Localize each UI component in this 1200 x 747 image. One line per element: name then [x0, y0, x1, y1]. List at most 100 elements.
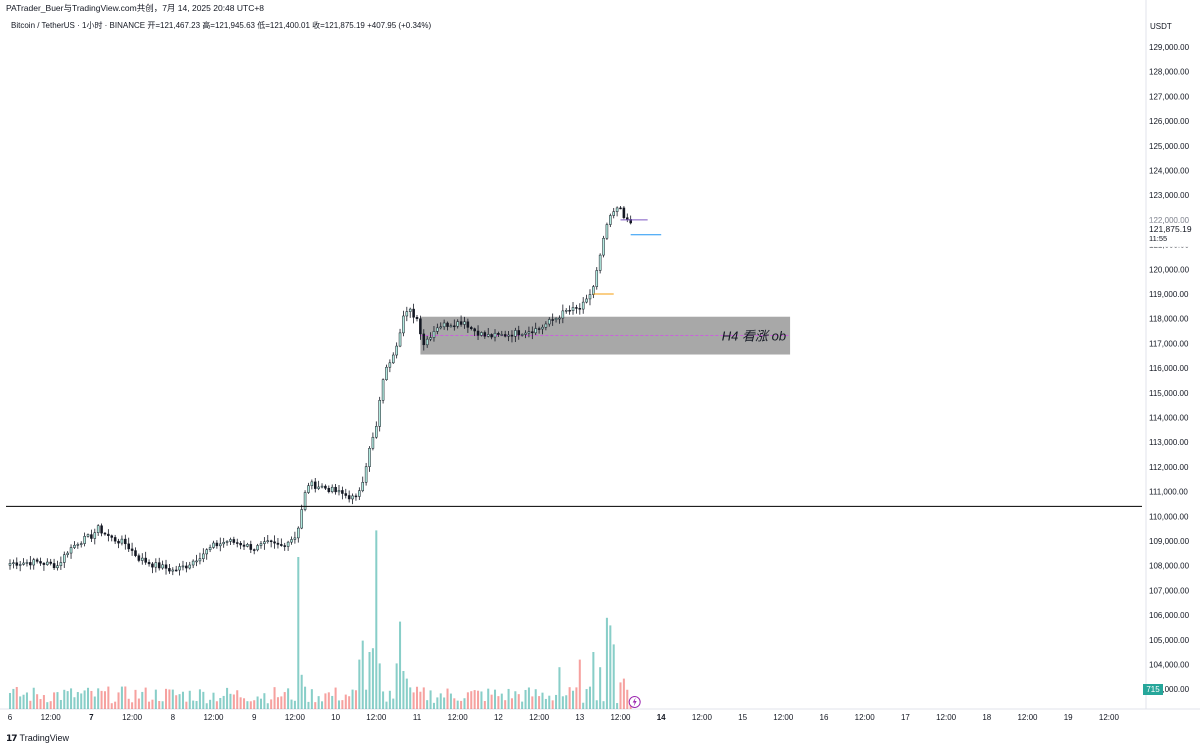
price-tick-label: 118,000.00 [1149, 315, 1189, 324]
candle-body [324, 485, 327, 489]
volume-bar [290, 699, 293, 709]
drawing-lines[interactable] [6, 219, 1142, 708]
volume-bar [514, 691, 517, 709]
candle-body [442, 322, 446, 328]
volume-bar [558, 667, 561, 709]
candle-body [337, 490, 341, 493]
time-tick-label: 8 [171, 713, 176, 722]
volume-bar [622, 678, 625, 709]
volume-bar [385, 701, 388, 709]
candle-body [415, 317, 419, 319]
volume-bar [538, 696, 541, 709]
volume-bar [378, 663, 381, 709]
volume-bar [175, 695, 178, 709]
candle-body [483, 332, 487, 337]
candle-body [208, 547, 212, 550]
volume-bar [259, 698, 263, 709]
volume-bar [29, 700, 32, 709]
volume-bar [304, 686, 307, 709]
candle-body [564, 309, 568, 312]
volume-bar [412, 692, 415, 709]
candle-body [12, 562, 15, 564]
candle-body [168, 568, 171, 572]
time-tick-label: 15 [738, 713, 747, 722]
volume-bar [368, 652, 371, 709]
volume-bar [453, 698, 456, 709]
volume-bar [449, 693, 452, 709]
candle-body [497, 332, 500, 335]
candle-body [605, 224, 609, 239]
volume-bar [388, 690, 391, 709]
candle-body [73, 544, 76, 548]
volume-bar [487, 688, 490, 709]
volume-bar [358, 659, 361, 709]
candle-body [507, 334, 510, 337]
candle-body [188, 564, 192, 569]
lightning-glyph [632, 697, 637, 707]
candle-body [588, 294, 592, 300]
volume-bar [402, 671, 405, 709]
candle-body [39, 561, 42, 564]
volume-bar [124, 686, 127, 709]
volume-bar [365, 689, 368, 709]
candle-body [90, 534, 93, 539]
volume-bar [324, 693, 327, 709]
candle-body [571, 307, 575, 311]
price-tick-label: 120,000.00 [1149, 265, 1190, 274]
candle-body [144, 557, 147, 563]
volume-bar [527, 687, 530, 709]
volume-bar [436, 697, 439, 709]
price-axis[interactable]: USDT 129,000.00 128,000.00 127,000.00 126,00… [1143, 22, 1197, 695]
candle-body [235, 542, 239, 544]
volume-bar [280, 696, 283, 709]
volume-bar [500, 693, 503, 709]
volume-bar [70, 688, 73, 709]
volume-bar [32, 687, 35, 709]
candle-body [134, 550, 137, 556]
candle-body [280, 544, 283, 546]
volume-bar [246, 701, 249, 709]
time-tick-label: 12:00 [855, 713, 876, 722]
volume-bar [263, 693, 266, 709]
price-tick-label: 126,000.00 [1149, 117, 1190, 126]
price-tick-label: 103,000.00 [1149, 685, 1190, 694]
candle-body [368, 448, 371, 467]
candle-body [541, 326, 544, 330]
bullish-ob-zone[interactable]: H4 看涨 ob [420, 316, 791, 355]
candle-body [391, 354, 395, 364]
footer-brand[interactable]: TradingView [19, 733, 70, 743]
candle-body [486, 334, 490, 337]
currency-label: USDT [1150, 22, 1172, 31]
candle-body [503, 334, 507, 337]
legend-text[interactable]: Bitcoin / TetherUS · 1小时 · BINANCE 开=121… [11, 21, 432, 30]
time-tick-label: 13 [575, 713, 584, 722]
candle-body [191, 560, 195, 566]
candle-body [83, 536, 86, 544]
candle-body [96, 525, 100, 533]
price-tick-label: 110,000.00 [1149, 512, 1189, 521]
candle-body [76, 544, 80, 546]
candle-body [25, 562, 29, 564]
time-axis[interactable]: 6 12:00 7 12:00 8 12:00 9 12:00 10 12:00 11 12:00 12… [8, 713, 1120, 722]
candle-body [490, 334, 493, 338]
price-tick-label: 112,000.00 [1149, 463, 1189, 472]
candle-body [22, 562, 25, 565]
price-tick-label: 127,000.00 [1149, 92, 1190, 101]
candle-body [568, 309, 571, 312]
candle-body [174, 569, 178, 572]
volume-bar [270, 699, 273, 709]
candles [8, 205, 632, 576]
candle-body [378, 400, 381, 427]
candle-body [93, 532, 97, 539]
volume-bar [490, 694, 493, 709]
volume-bar [585, 689, 588, 709]
volume-bar [405, 678, 408, 709]
volume-bar [415, 686, 419, 709]
volume-bar [551, 700, 554, 709]
candle-body [514, 330, 517, 337]
volume-bar [466, 692, 469, 709]
candle-body [551, 319, 554, 321]
candle-body [436, 327, 439, 332]
candle-body [524, 332, 527, 335]
